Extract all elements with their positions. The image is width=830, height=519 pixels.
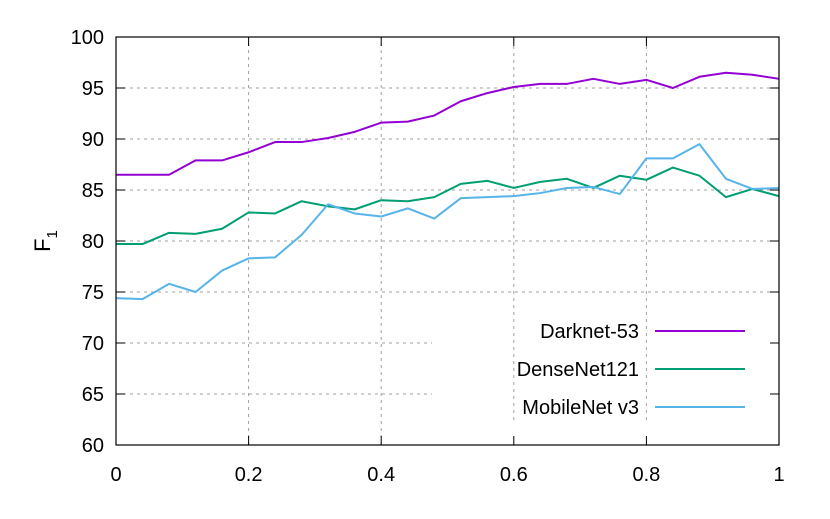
series-line-1 [116,166,780,246]
legend-label: Darknet-53 [540,321,639,343]
legend: Darknet-53 DenseNet121 MobileNet v3 [517,321,745,419]
x-tick-label: 0.4 [367,464,395,486]
series-line-2 [115,143,780,301]
x-tick-label: 1 [773,464,784,486]
y-tick-label: 95 [82,78,104,100]
legend-label: MobileNet v3 [522,397,639,419]
y-tick-label: 60 [82,435,104,457]
y-tick-label: 75 [82,282,104,304]
y-tick-label: 90 [82,129,104,151]
tick-labels: 60 65 70 75 80 85 90 95 100 0 0.2 0.4 0.6 0.8 1 [71,27,785,486]
y-tick-label: 65 [82,384,104,406]
y-tick-label: 100 [71,27,104,49]
series-line-0 [116,71,780,176]
series-lines [115,71,780,301]
grid-lines [116,37,779,445]
x-tick-label: 0 [110,464,121,486]
x-tick-label: 0.8 [632,464,660,486]
x-tick-label: 0.2 [235,464,263,486]
legend-label: DenseNet121 [517,359,639,381]
plot-frame [115,36,780,446]
y-tick-label: 80 [82,231,104,253]
x-tick-label: 0.6 [500,464,528,486]
y-tick-label: 85 [82,180,104,202]
axes [115,36,780,446]
y-axis-label-main: F [30,238,55,251]
y-axis-label: F1 [30,230,61,252]
y-tick-label: 70 [82,333,104,355]
y-axis-label-subscript: 1 [44,230,61,238]
